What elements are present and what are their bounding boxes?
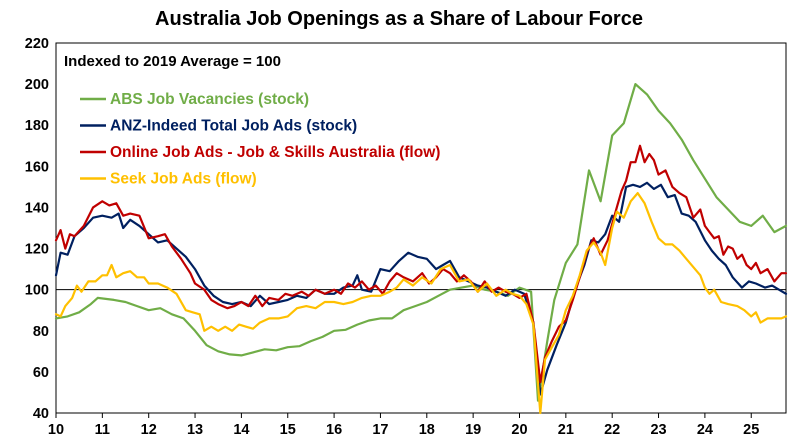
legend-item: ABS Job Vacancies (stock) (80, 91, 309, 108)
x-tick-label: 17 (372, 422, 388, 438)
chart-title: Australia Job Openings as a Share of Lab… (155, 8, 643, 30)
legend-label: ABS Job Vacancies (stock) (110, 91, 309, 108)
legend: ABS Job Vacancies (stock) ANZ-Indeed Tota… (80, 91, 440, 188)
legend-label: Seek Job Ads (flow) (110, 171, 257, 188)
x-tick-label: 12 (141, 422, 157, 438)
x-tick-label: 21 (558, 422, 574, 438)
x-axis: 10 11 12 13 14 15 16 17 18 19 20 21 22 23 24 25 (48, 413, 759, 438)
x-tick-label: 14 (233, 422, 249, 438)
chart-subtitle: Indexed to 2019 Average = 100 (64, 53, 281, 70)
y-tick-label: 180 (25, 118, 49, 134)
x-tick-label: 23 (650, 422, 666, 438)
y-tick-label: 120 (25, 242, 49, 258)
series-line-3 (54, 144, 788, 384)
x-tick-label: 11 (95, 422, 110, 438)
legend-item: Seek Job Ads (flow) (80, 171, 257, 188)
x-tick-label: 20 (511, 422, 527, 438)
series-lines (54, 83, 788, 415)
x-tick-label: 19 (465, 422, 481, 438)
y-tick-label: 100 (25, 283, 49, 299)
legend-item: Online Job Ads - Job & Skills Australia … (80, 144, 440, 161)
x-tick-label: 24 (697, 422, 713, 438)
y-tick-label: 220 (25, 36, 49, 52)
legend-label: Online Job Ads - Job & Skills Australia … (110, 144, 440, 161)
legend-label: ANZ-Indeed Total Job Ads (stock) (110, 118, 357, 135)
y-tick-label: 60 (33, 365, 49, 381)
x-tick-label: 16 (326, 422, 342, 438)
series-line-4 (54, 192, 788, 415)
y-tick-label: 160 (25, 159, 49, 175)
series-line-2 (54, 181, 788, 396)
x-tick-label: 10 (48, 422, 64, 438)
y-axis: 40 60 80 100 120 140 160 180 200 220 (25, 36, 49, 422)
x-tick-label: 13 (187, 422, 203, 438)
plot-area-frame (55, 42, 787, 414)
y-tick-label: 40 (33, 406, 49, 422)
x-tick-label: 15 (280, 422, 296, 438)
x-tick-label: 18 (419, 422, 435, 438)
y-tick-label: 200 (25, 77, 49, 93)
legend-item: ANZ-Indeed Total Job Ads (stock) (80, 118, 357, 135)
y-tick-label: 80 (33, 324, 49, 340)
x-tick-label: 22 (604, 422, 620, 438)
y-tick-label: 140 (25, 200, 49, 216)
series-line-1 (54, 83, 788, 402)
x-tick-label: 25 (743, 422, 759, 438)
